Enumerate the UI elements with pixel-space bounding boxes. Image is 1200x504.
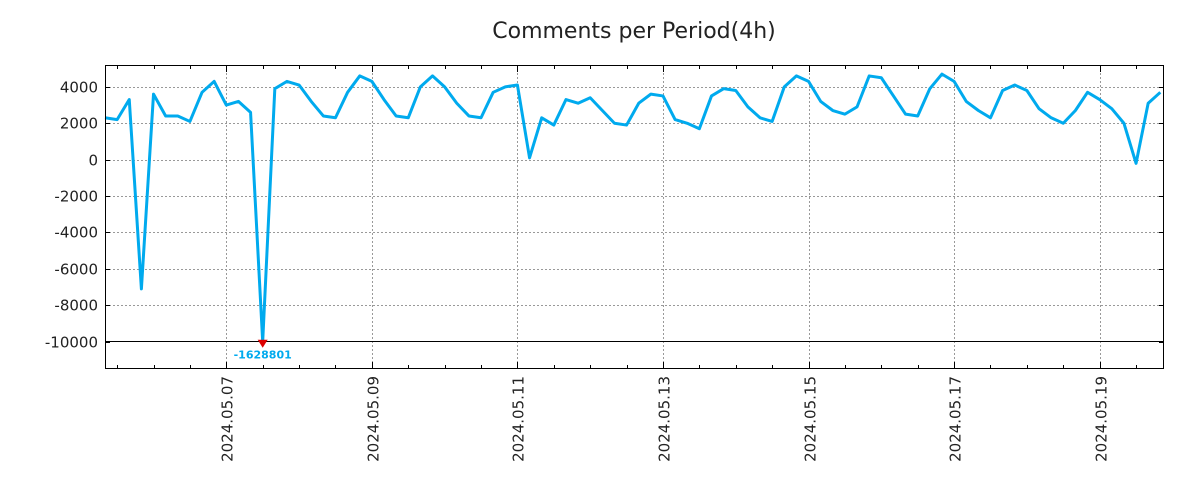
x-tick-label: 2024.05.15: [802, 376, 820, 462]
x-tick-label: 2024.05.13: [656, 376, 674, 462]
annotations: -1628801: [234, 340, 292, 362]
y-tick-label: -6000: [54, 261, 98, 279]
y-tick-label: 2000: [60, 115, 98, 133]
y-tick-label: 4000: [60, 79, 98, 97]
y-tick-label: -2000: [54, 188, 98, 206]
y-tick-label: 0: [88, 152, 98, 170]
x-tick-label: 2024.05.17: [947, 376, 965, 462]
y-axis: 4000 2000 0 -2000 -4000 -6000 -8000 -10000: [45, 79, 1164, 352]
outlier-marker: [258, 340, 268, 348]
x-tick-label: 2024.05.11: [510, 376, 528, 462]
y-tick-label: -4000: [54, 224, 98, 242]
y-tick-label: -8000: [54, 297, 98, 315]
x-tick-label: 2024.05.07: [219, 376, 237, 462]
chart-title: Comments per Period(4h): [492, 19, 776, 44]
x-tick-label: 2024.05.09: [365, 376, 383, 462]
x-tick-label: 2024.05.19: [1093, 376, 1111, 462]
series-line: [105, 74, 1160, 342]
y-tick-label: -10000: [45, 334, 98, 352]
series-comments: [105, 74, 1161, 342]
outlier-label: -1628801: [234, 349, 292, 362]
